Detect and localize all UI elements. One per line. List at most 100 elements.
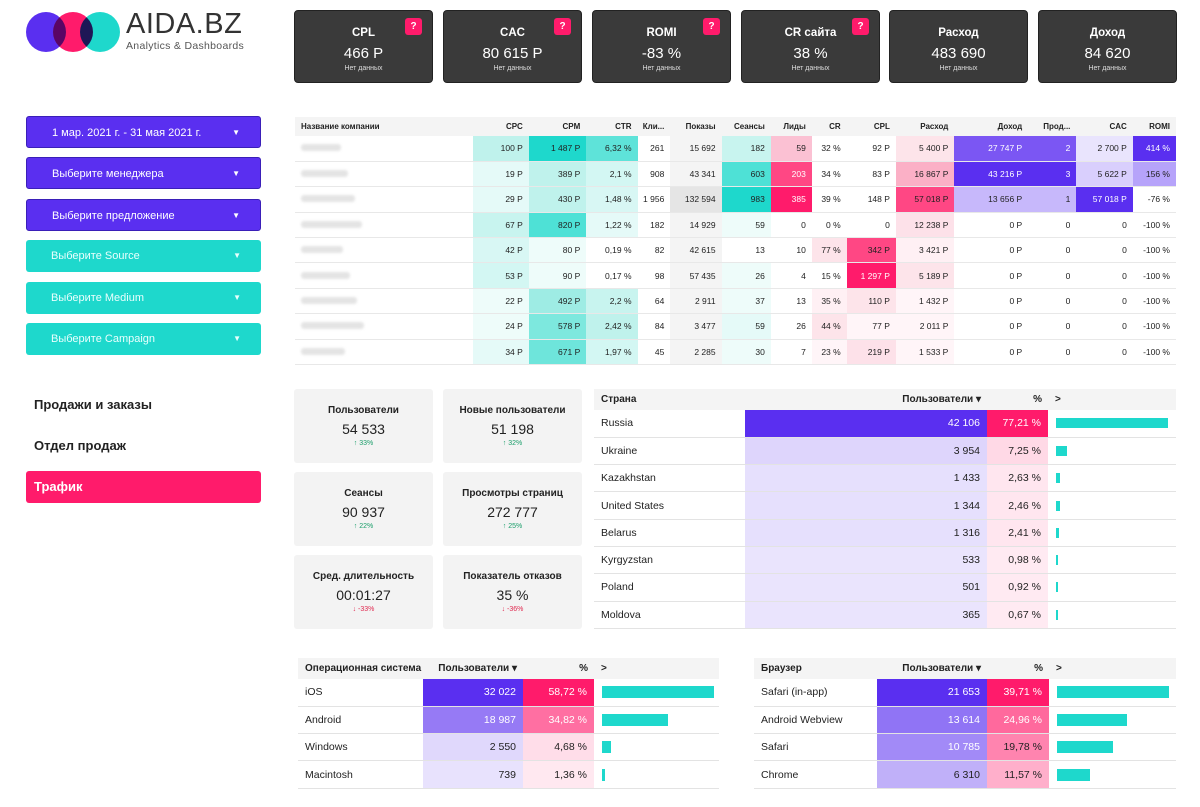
table-cell: 43 216 Р <box>954 161 1029 188</box>
column-header[interactable]: % <box>987 389 1048 410</box>
column-header[interactable]: > <box>1048 389 1176 410</box>
help-icon[interactable]: ? <box>554 18 571 35</box>
table-row[interactable]: Ukraine 3 954 7,25 % <box>594 437 1176 466</box>
share-bar <box>1056 555 1058 566</box>
table-row[interactable]: iOS 32 022 58,72 % <box>298 679 719 707</box>
column-header[interactable]: ROMI <box>1132 117 1176 136</box>
company-name-blurred <box>295 339 474 366</box>
table-row[interactable]: 29 Р 430 Р 1,48 % 1 956 132 594 983 385 39 % 148… <box>295 186 1176 213</box>
nav-sales-orders[interactable]: Продажи и заказы <box>34 397 152 412</box>
table-row[interactable]: Russia 42 106 77,21 % <box>594 410 1176 438</box>
source-filter[interactable]: Выберите Source ▼ <box>26 240 261 272</box>
date-range-filter[interactable]: 1 мар. 2021 г. - 31 мая 2021 г. ▼ <box>26 116 261 148</box>
column-header[interactable]: CAC <box>1076 117 1133 136</box>
column-header[interactable]: Прод... <box>1028 117 1077 136</box>
column-header[interactable]: Пользователи ▾ <box>877 658 987 679</box>
table-row[interactable]: Kazakhstan 1 433 2,63 % <box>594 464 1176 493</box>
offer-filter[interactable]: Выберите предложение ▼ <box>26 199 261 231</box>
table-row[interactable]: Android 18 987 34,82 % <box>298 706 719 735</box>
column-header[interactable]: Показы <box>670 117 722 136</box>
nav-traffic[interactable]: Трафик <box>26 471 261 503</box>
manager-filter[interactable]: Выберите менеджера ▼ <box>26 157 261 189</box>
column-header[interactable]: CPC <box>473 117 529 136</box>
logo[interactable]: AIDA.BZ Analytics & Dashboards <box>26 8 266 56</box>
column-header[interactable]: Страна <box>594 389 745 410</box>
column-header[interactable]: > <box>1049 658 1176 679</box>
metric-title: Новые пользователи <box>459 405 566 416</box>
browser-table: Браузер Пользователи ▾% > Safari (in-app) 2… <box>754 658 1176 789</box>
table-cell: 1 <box>1028 186 1077 213</box>
table-cell: 59 <box>721 212 771 239</box>
table-cell: 1 956 <box>637 186 671 213</box>
column-header[interactable]: Доход <box>954 117 1029 136</box>
users-cell: 18 987 <box>423 706 523 735</box>
table-cell: 182 <box>721 136 771 162</box>
column-header[interactable]: CPM <box>528 117 587 136</box>
column-header[interactable]: % <box>523 658 594 679</box>
column-header[interactable]: Лиды <box>770 117 812 136</box>
table-row[interactable]: Kyrgyzstan 533 0,98 % <box>594 546 1176 575</box>
table-cell: 27 747 Р <box>954 136 1029 162</box>
column-header[interactable]: Расход <box>895 117 955 136</box>
table-row[interactable]: 19 Р 389 Р 2,1 % 908 43 341 603 203 34 % 83 Р 16 … <box>295 161 1176 188</box>
help-icon[interactable]: ? <box>852 18 869 35</box>
table-row[interactable]: Moldova 365 0,67 % <box>594 601 1176 629</box>
company-name-blurred <box>295 288 474 315</box>
table-row[interactable]: Chrome 6 310 11,57 % <box>754 760 1176 789</box>
table-row[interactable]: Windows 2 550 4,68 % <box>298 733 719 762</box>
table-cell: 2 285 <box>670 339 722 366</box>
column-header[interactable]: % <box>987 658 1049 679</box>
percent-cell: 0,67 % <box>987 601 1048 629</box>
column-header[interactable]: Пользователи ▾ <box>745 389 987 410</box>
users-cell: 21 653 <box>877 679 987 707</box>
table-row[interactable]: Poland 501 0,92 % <box>594 573 1176 602</box>
column-header[interactable]: Пользователи ▾ <box>423 658 523 679</box>
row-label: Kazakhstan <box>594 464 745 493</box>
help-icon[interactable]: ? <box>405 18 422 35</box>
nav-sales-dept[interactable]: Отдел продаж <box>34 438 126 453</box>
column-header[interactable]: CTR <box>586 117 638 136</box>
column-header[interactable]: Операционная система <box>298 658 423 679</box>
metric-delta: ↑ 22% <box>353 523 374 530</box>
table-cell: 0,17 % <box>586 262 638 289</box>
table-cell: 110 Р <box>846 288 896 315</box>
kpi-card-2: ROMI -83 % Нет данных? <box>592 10 731 83</box>
share-bar-cell <box>1048 464 1176 493</box>
table-row[interactable]: United States 1 344 2,46 % <box>594 491 1176 520</box>
row-label: Chrome <box>754 760 877 789</box>
table-cell: -100 % <box>1132 288 1176 315</box>
table-cell: 16 867 Р <box>895 161 955 188</box>
help-icon[interactable]: ? <box>703 18 720 35</box>
metric-card-4: Сред. длительность 00:01:27 ↓ -33% <box>294 555 433 629</box>
medium-filter[interactable]: Выберите Medium ▼ <box>26 282 261 314</box>
table-cell: 0 <box>1076 339 1133 366</box>
table-cell: 1,22 % <box>586 212 638 239</box>
filter-label: Выберите Campaign <box>51 333 156 345</box>
table-cell: 156 % <box>1132 161 1176 188</box>
filter-label: Выберите Medium <box>51 292 145 304</box>
table-row[interactable]: Safari 10 785 19,78 % <box>754 733 1176 762</box>
table-row[interactable]: Android Webview 13 614 24,96 % <box>754 706 1176 735</box>
table-cell: 603 <box>721 161 771 188</box>
column-header[interactable]: Сеансы <box>721 117 771 136</box>
column-header[interactable]: CPL <box>846 117 896 136</box>
column-header[interactable]: CR <box>811 117 847 136</box>
column-header[interactable]: Название компании <box>295 117 474 136</box>
campaign-filter[interactable]: Выберите Campaign ▼ <box>26 323 261 355</box>
table-row[interactable]: Belarus 1 316 2,41 % <box>594 519 1176 547</box>
column-header[interactable]: > <box>594 658 719 679</box>
table-row[interactable]: Macintosh 739 1,36 % <box>298 760 719 789</box>
table-cell: 1 432 Р <box>895 288 955 315</box>
table-row[interactable]: Safari (in-app) 21 653 39,71 % <box>754 679 1176 707</box>
column-header[interactable]: Кли... <box>637 117 671 136</box>
column-header[interactable]: Браузер <box>754 658 877 679</box>
chevron-down-icon: ▼ <box>232 128 240 137</box>
table-cell: 430 Р <box>528 186 587 213</box>
